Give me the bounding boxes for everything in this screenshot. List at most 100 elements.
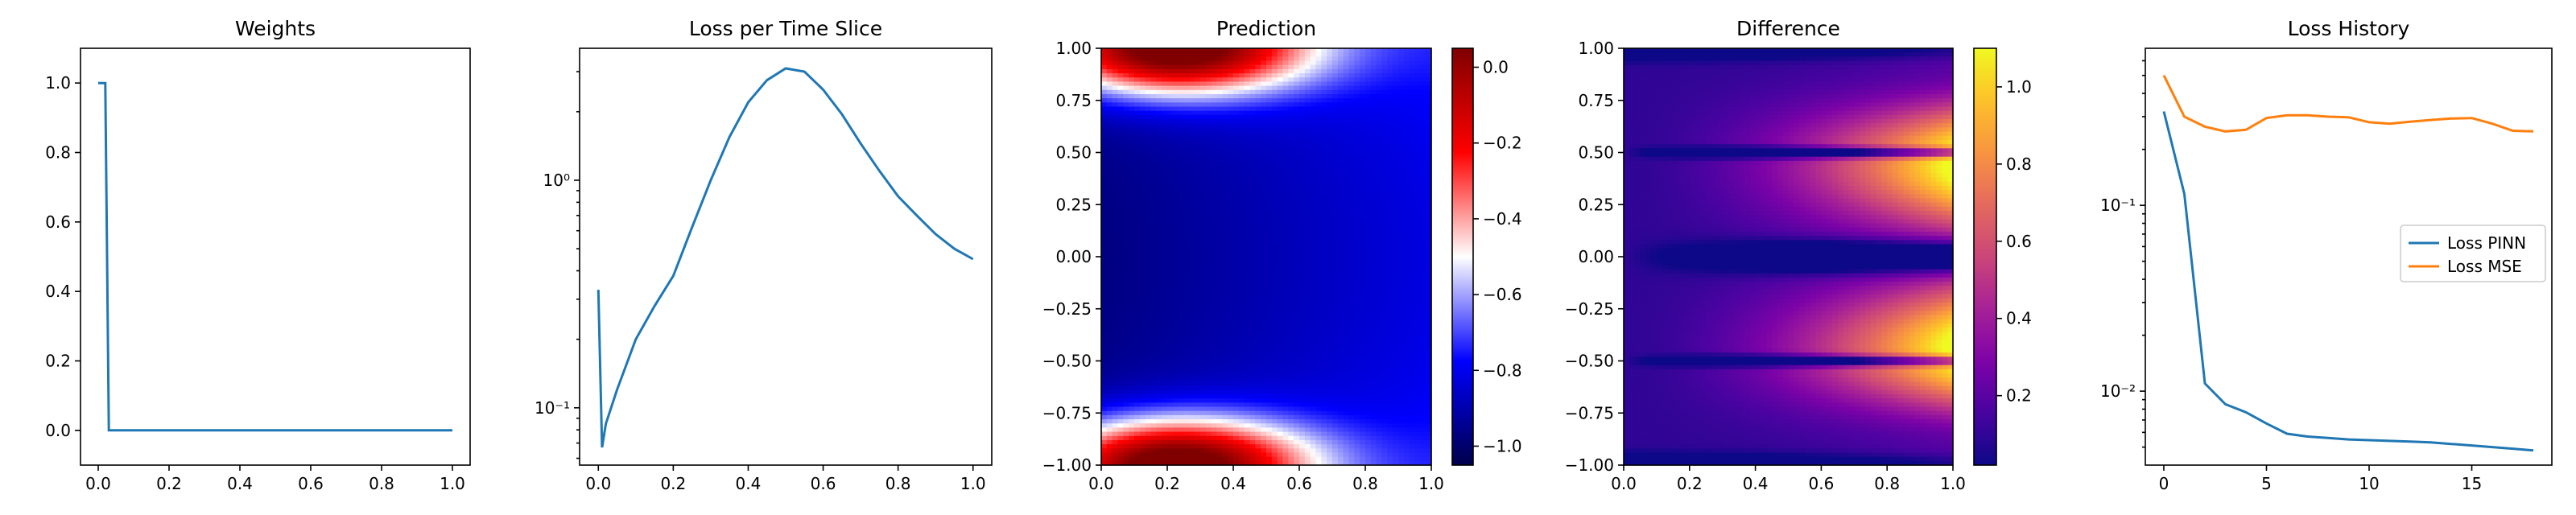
heatmap-cell <box>1172 48 1179 53</box>
heatmap-cell <box>1238 211 1245 216</box>
heatmap-cell <box>1123 389 1129 395</box>
heatmap-cell <box>1310 340 1317 345</box>
heatmap-cell <box>1172 439 1179 445</box>
heatmap-cell <box>1261 389 1267 395</box>
heatmap-cell <box>1183 269 1190 274</box>
heatmap-cell <box>1310 114 1317 120</box>
heatmap-cell <box>1150 348 1157 353</box>
heatmap-cell <box>1310 68 1317 74</box>
heatmap-cell <box>1228 352 1234 357</box>
heatmap-cell <box>1145 348 1152 353</box>
heatmap-cell <box>1244 448 1251 454</box>
heatmap-cell <box>1167 448 1174 454</box>
heatmap-cell <box>1189 290 1195 295</box>
heatmap-cell <box>1321 377 1327 382</box>
heatmap-cell <box>1195 135 1201 141</box>
heatmap-cell <box>1348 223 1355 229</box>
heatmap-cell <box>1211 60 1218 66</box>
heatmap-cell <box>1277 348 1284 353</box>
heatmap-cell <box>1238 452 1245 458</box>
heatmap-cell <box>1150 336 1157 341</box>
heatmap-cell <box>1310 206 1317 212</box>
heatmap-cell <box>1277 319 1284 324</box>
heatmap-cell <box>1299 215 1306 220</box>
heatmap-cell <box>1200 160 1207 166</box>
heatmap-cell <box>1200 215 1207 220</box>
heatmap-cell <box>1162 290 1168 295</box>
heatmap-cell <box>1337 419 1344 424</box>
heatmap-cell <box>1310 444 1317 449</box>
heatmap-cell <box>1249 52 1256 57</box>
heatmap-cell <box>1167 261 1174 266</box>
heatmap-cell <box>1195 56 1201 62</box>
heatmap-cell <box>1189 185 1195 191</box>
heatmap-cell <box>1162 381 1168 387</box>
heatmap-cell <box>1228 286 1234 291</box>
heatmap-cell <box>1205 307 1212 311</box>
heatmap-cell <box>1271 244 1278 249</box>
heatmap-cell <box>1106 393 1113 399</box>
heatmap-cell <box>1216 319 1223 324</box>
heatmap-cell <box>1123 286 1129 291</box>
heatmap-cell <box>1277 269 1284 274</box>
heatmap-cell <box>1271 456 1278 462</box>
heatmap-cell <box>1277 102 1284 108</box>
heatmap-cell <box>1106 119 1113 124</box>
heatmap-cell <box>1249 248 1256 253</box>
heatmap-cell <box>1117 114 1124 120</box>
heatmap-cell <box>1101 269 1108 274</box>
heatmap-cell <box>1200 223 1207 229</box>
heatmap-cell <box>1112 227 1119 233</box>
heatmap-cell <box>1266 393 1273 399</box>
heatmap-cell <box>1288 60 1294 66</box>
heatmap-cell <box>1129 131 1135 137</box>
heatmap-cell <box>1145 64 1152 70</box>
axes-frame <box>579 47 993 466</box>
heatmap-cell <box>1129 73 1135 78</box>
heatmap-cell <box>1343 194 1350 200</box>
heatmap-cell <box>1271 119 1278 124</box>
heatmap-cell <box>1101 431 1108 437</box>
heatmap-cell <box>1183 173 1190 179</box>
heatmap-cell <box>1249 460 1256 466</box>
heatmap-cell <box>1139 98 1146 103</box>
heatmap-cell <box>1288 444 1294 449</box>
heatmap-cell <box>1249 211 1256 216</box>
heatmap-cell <box>1233 336 1240 341</box>
heatmap-cell <box>1222 348 1228 353</box>
heatmap-cell <box>1294 223 1300 229</box>
heatmap-cell <box>1261 302 1267 307</box>
heatmap-cell <box>1216 181 1223 187</box>
heatmap-cell <box>1156 311 1162 316</box>
heatmap-cell <box>1162 406 1168 412</box>
heatmap-cell <box>1261 431 1267 437</box>
series-line-1 <box>98 81 452 432</box>
heatmap-cell <box>1304 156 1311 162</box>
heatmap-cell <box>1216 81 1223 87</box>
y-tick-label: 10⁻¹ <box>535 398 570 418</box>
heatmap-cell <box>1211 106 1218 112</box>
heatmap-cell <box>1282 139 1289 145</box>
heatmap-cell <box>1337 73 1344 78</box>
heatmap-cell <box>1343 319 1350 324</box>
heatmap-cell <box>1178 252 1185 258</box>
heatmap-cell <box>1365 60 1372 66</box>
heatmap-cell <box>1162 144 1168 149</box>
heatmap-cell <box>1117 435 1124 441</box>
heatmap-cell <box>1189 152 1195 158</box>
heatmap-cell <box>1299 365 1306 370</box>
heatmap-cell <box>1139 165 1146 170</box>
heatmap-cell <box>1117 385 1124 391</box>
heatmap-cell <box>1162 348 1168 353</box>
heatmap-cell <box>1255 206 1261 212</box>
heatmap-cell <box>1129 102 1135 108</box>
heatmap-cell <box>1249 56 1256 62</box>
heatmap-cell <box>1266 269 1273 274</box>
heatmap-cell <box>1299 185 1306 191</box>
heatmap-cell <box>1172 165 1179 170</box>
heatmap-cell <box>1255 135 1261 141</box>
heatmap-cell <box>1304 389 1311 395</box>
heatmap-cell <box>1139 323 1146 328</box>
heatmap-cell <box>1244 414 1251 420</box>
heatmap-cell <box>1249 202 1256 208</box>
